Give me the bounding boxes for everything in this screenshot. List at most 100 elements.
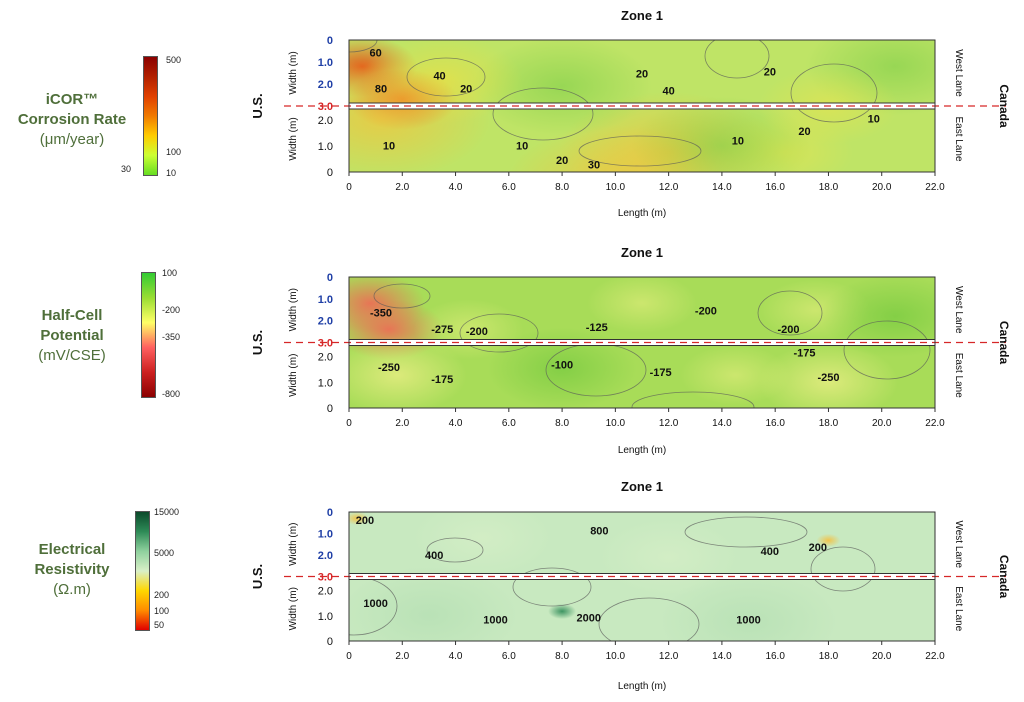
x-tick-label: 18.0 [819, 651, 839, 662]
x-tick-label: 12.0 [659, 418, 679, 429]
y-tick-label: 3.0 [318, 572, 333, 584]
y-tick-label: 0 [327, 636, 333, 648]
x-axis-label: Length (m) [618, 445, 666, 456]
contour-label: 80 [375, 83, 387, 95]
contour-label: 200 [809, 542, 827, 554]
y-tick-label: 1.0 [318, 141, 333, 153]
chart-title: Zone 1 [621, 479, 663, 494]
contour-line [459, 313, 539, 353]
contour-line [790, 63, 878, 123]
ramp-tick: 100 [166, 147, 182, 157]
contour-line [843, 320, 931, 380]
ramp-tick: 100 [154, 606, 170, 616]
legend-unit: (μm/year) [39, 131, 105, 148]
ramp-tick: 10 [166, 168, 177, 178]
x-tick-label: 2.0 [395, 418, 409, 429]
ramp-side-label: 30 [121, 164, 132, 174]
contour-label: -250 [817, 372, 839, 384]
contour-label: 2000 [576, 612, 600, 624]
legend-title-half-cell: Half-Cell Potential (mV/CSE) [12, 306, 132, 366]
x-tick-label: 2.0 [395, 182, 409, 193]
contour-label: 20 [556, 155, 568, 167]
y-tick-label: 2.0 [318, 316, 333, 328]
x-tick-label: 6.0 [502, 651, 516, 662]
heatmap-blob [598, 518, 739, 596]
heatmap-field [349, 277, 935, 408]
ramp-tick: 15000 [154, 507, 180, 517]
plot-frame [348, 511, 936, 642]
x-axis-label: Length (m) [618, 681, 666, 692]
contour-label: 10 [868, 114, 880, 126]
contour-label: 400 [761, 546, 779, 558]
us-label: U.S. [250, 93, 265, 118]
x-axis-label: Length (m) [618, 208, 666, 219]
heatmap-blob [349, 565, 519, 641]
contour-label: 20 [460, 83, 472, 95]
legend-unit: (Ω.m) [53, 581, 91, 598]
color-ramp-half-cell [141, 272, 156, 398]
contour-label: 20 [636, 69, 648, 81]
x-tick-label: 20.0 [872, 418, 892, 429]
y-tick-label: 0 [327, 507, 333, 519]
contour-label: -350 [370, 307, 392, 319]
y-axis-label: Width (m) [288, 587, 299, 630]
legend-unit: (mV/CSE) [38, 347, 106, 364]
heatmap-blob [412, 512, 553, 577]
contour-line [704, 40, 770, 79]
y-axis-label: Width (m) [288, 523, 299, 566]
x-tick-label: 6.0 [502, 182, 516, 193]
x-tick-label: 16.0 [765, 418, 785, 429]
x-tick-label: 8.0 [555, 651, 569, 662]
legend-title-line: Potential [40, 327, 104, 344]
y-tick-label: 1.0 [318, 57, 333, 69]
us-label: U.S. [250, 330, 265, 355]
ramp-tick: -800 [162, 389, 181, 399]
contour-label: 1000 [363, 598, 387, 610]
contour-label: 20 [798, 126, 810, 138]
y-axis-label: Width (m) [288, 288, 299, 331]
x-tick-label: 12.0 [659, 651, 679, 662]
contour-line [757, 290, 823, 336]
y-tick-label: 0 [327, 403, 333, 415]
x-tick-label: 4.0 [449, 418, 463, 429]
y-tick-label: 2.0 [318, 586, 333, 598]
color-ramp-corrosion [143, 56, 158, 176]
contour-label: -175 [650, 367, 672, 379]
chart-panel: Zone 1-350-275 -200 -125-200-200-250-175-1… [250, 245, 1011, 456]
y-tick-label: 1.0 [318, 529, 333, 541]
lane-divider [349, 103, 935, 109]
lane-divider [349, 339, 935, 346]
east-lane-label: East Lane [953, 586, 964, 631]
plot-frame [348, 276, 936, 409]
chart-panel: Zone 1 200 400 800 400 200 1000 1000 2000 1000 0 2.… [250, 479, 1011, 692]
x-tick-label: 14.0 [712, 182, 732, 193]
y-tick-label: 2.0 [318, 550, 333, 562]
x-tick-label: 10.0 [606, 182, 626, 193]
contour-label: -200 [466, 326, 488, 338]
heatmap-blob [758, 343, 899, 408]
east-lane-label: East Lane [953, 116, 964, 161]
x-tick-label: 18.0 [819, 418, 839, 429]
x-tick-label: 22.0 [925, 651, 945, 662]
color-ramp-resistivity [135, 511, 150, 631]
y-tick-label: 3.0 [318, 101, 333, 113]
y-tick-label: 2.0 [318, 352, 333, 364]
heatmap-blob [816, 533, 841, 547]
chart-panel: Zone 1 60 80 40 20 20 40 20 10 10 20 30 10 20 10 0 2.0 4.… [250, 8, 1011, 219]
x-tick-label: 0 [346, 182, 352, 193]
heatmap-blob [472, 40, 653, 136]
ramp-tick: 100 [162, 268, 178, 278]
contour-label: 60 [370, 48, 382, 60]
contour-line [631, 391, 755, 408]
contour-label: 200 [356, 515, 374, 527]
contour-label: -100 [551, 360, 573, 372]
canada-label: Canada [997, 321, 1011, 365]
contour-label: 40 [663, 85, 675, 97]
contour-line [810, 546, 876, 592]
contour-label: 30 [588, 160, 600, 172]
x-tick-label: 14.0 [712, 651, 732, 662]
x-tick-label: 14.0 [712, 418, 732, 429]
x-tick-label: 16.0 [765, 651, 785, 662]
x-tick-label: 4.0 [449, 651, 463, 662]
